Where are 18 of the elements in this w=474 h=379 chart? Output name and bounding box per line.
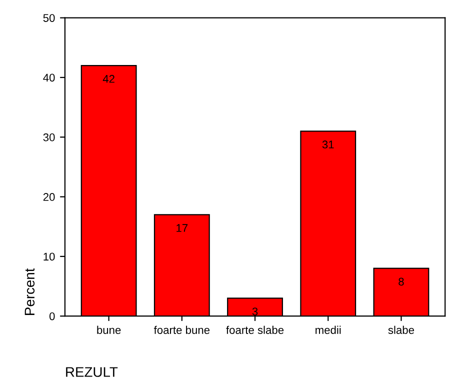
y-tick-label: 50 [43,14,55,22]
y-tick-label: 40 [43,74,55,82]
y-tick-label: 30 [43,133,55,142]
x-tick-label: slabe [388,326,414,334]
x-tick-label: bune [97,326,121,334]
x-tick-label: foarte bune [154,326,210,334]
y-axis-title: Percent [24,268,35,315]
data-label: 31 [322,140,334,148]
y-tick-label: 0 [49,312,55,320]
x-tick-label: foarte slabe [226,326,284,334]
data-label: 3 [252,308,258,316]
y-tick-label: 10 [44,252,55,261]
data-label: 8 [398,278,404,286]
data-label: 17 [176,224,188,232]
x-axis-title: REZULT [66,367,118,377]
data-label: 42 [102,74,114,83]
x-tick-label: medii [316,326,341,334]
y-tick-label: 20 [43,193,55,201]
